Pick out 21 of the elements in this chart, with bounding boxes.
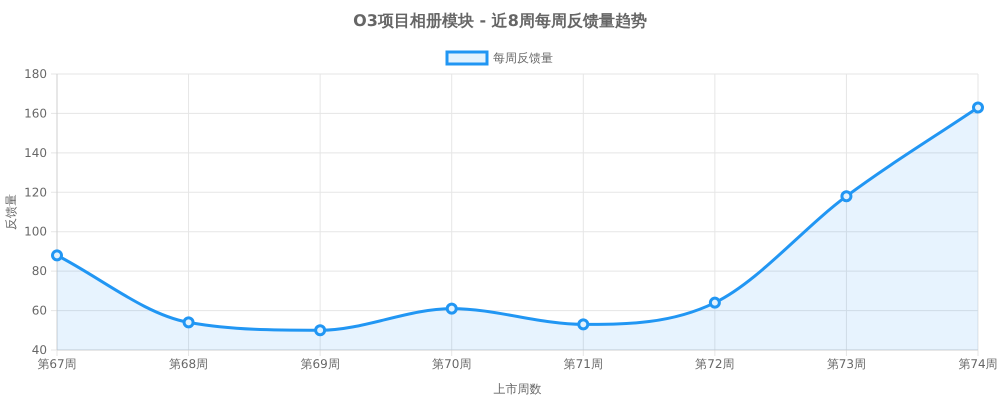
- y-tick-label: 40: [32, 343, 47, 357]
- legend: 每周反馈量: [446, 50, 553, 66]
- x-tick-label: 第68周: [168, 357, 208, 371]
- x-tick-label: 第72周: [695, 357, 734, 371]
- x-tick-label: 第71周: [564, 357, 603, 371]
- x-tick-label: 第69周: [300, 357, 340, 371]
- y-tick-label: 100: [24, 224, 47, 239]
- y-tick-label: 80: [32, 264, 47, 278]
- x-tick-label: 第70周: [432, 357, 472, 371]
- y-tick-label: 120: [24, 185, 47, 200]
- y-axis-title: 反馈量: [4, 194, 18, 230]
- x-tick-label: 第74周: [958, 357, 998, 371]
- y-tick-label: 60: [32, 304, 47, 318]
- x-tick-label: 第67周: [37, 357, 77, 371]
- x-axis-title: 上市周数: [494, 382, 542, 396]
- y-tick-label: 180: [24, 67, 47, 81]
- y-tick-label: 140: [24, 146, 47, 160]
- chart-title: O3项目相册模块 - 近8周每周反馈量趋势: [353, 11, 647, 30]
- legend-label: 每周反馈量: [493, 51, 553, 65]
- y-tick-label: 160: [24, 106, 47, 120]
- x-tick-label: 第73周: [826, 357, 866, 371]
